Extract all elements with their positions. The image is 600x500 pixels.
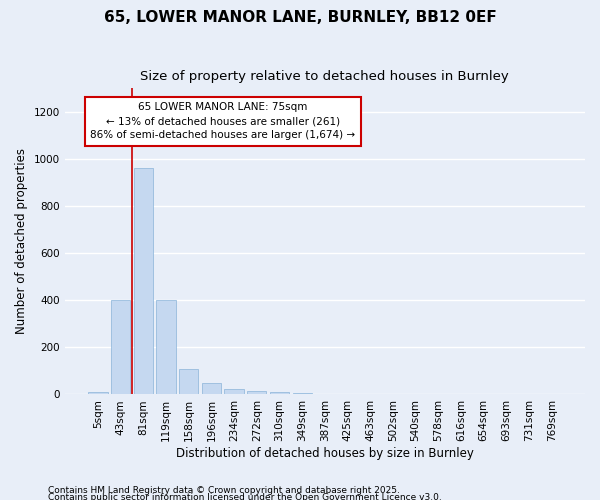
Text: Contains HM Land Registry data © Crown copyright and database right 2025.: Contains HM Land Registry data © Crown c…	[48, 486, 400, 495]
Bar	[270, 392, 289, 394]
Text: Contains public sector information licensed under the Open Government Licence v3: Contains public sector information licen…	[48, 494, 442, 500]
Y-axis label: Number of detached properties: Number of detached properties	[15, 148, 28, 334]
Bar	[88, 392, 107, 394]
Bar	[224, 390, 244, 394]
Bar	[247, 391, 266, 394]
X-axis label: Distribution of detached houses by size in Burnley: Distribution of detached houses by size …	[176, 447, 474, 460]
Text: 65 LOWER MANOR LANE: 75sqm
← 13% of detached houses are smaller (261)
86% of sem: 65 LOWER MANOR LANE: 75sqm ← 13% of deta…	[90, 102, 355, 141]
Title: Size of property relative to detached houses in Burnley: Size of property relative to detached ho…	[140, 70, 509, 83]
Bar	[202, 382, 221, 394]
Bar	[134, 168, 153, 394]
Bar	[111, 300, 130, 394]
Bar	[157, 300, 176, 394]
Bar	[293, 392, 312, 394]
Text: 65, LOWER MANOR LANE, BURNLEY, BB12 0EF: 65, LOWER MANOR LANE, BURNLEY, BB12 0EF	[104, 10, 496, 25]
Bar	[179, 368, 199, 394]
